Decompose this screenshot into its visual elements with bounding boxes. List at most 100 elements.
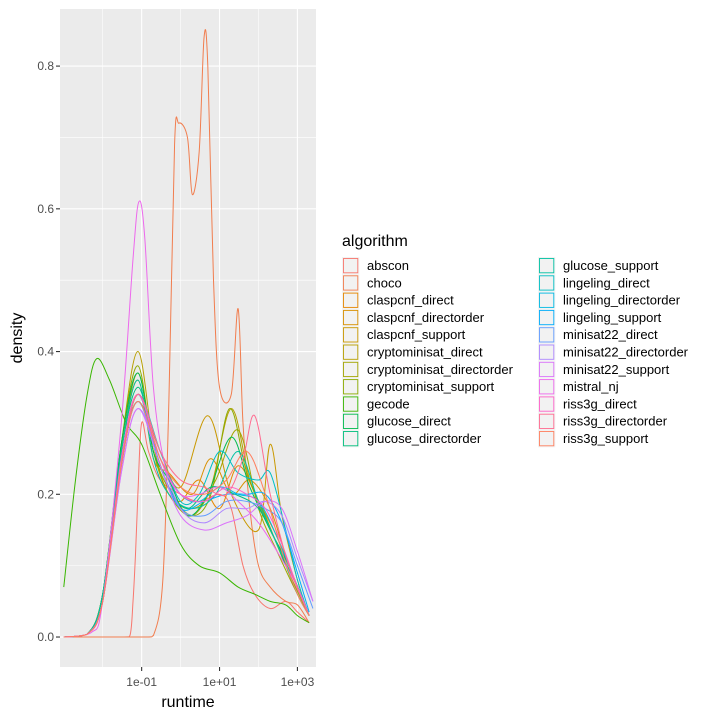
legend-key-background xyxy=(538,274,556,292)
legend-item-claspcnf_direct: claspcnf_direct xyxy=(342,291,454,309)
y-tick-label: 0.4 xyxy=(37,345,54,359)
legend-key-background xyxy=(538,395,556,413)
legend-item-riss3g_directorder: riss3g_directorder xyxy=(538,412,668,430)
legend-item-claspcnf_support: claspcnf_support xyxy=(342,326,466,344)
legend-label: lingeling_support xyxy=(563,310,662,325)
legend-key xyxy=(343,379,359,395)
legend-key xyxy=(539,275,555,291)
density-line-mistral_nj xyxy=(63,200,310,638)
legend-label: glucose_direct xyxy=(367,414,451,429)
legend-item-gecode: gecode xyxy=(342,395,410,413)
grid-minor xyxy=(60,9,316,667)
legend-label: choco xyxy=(367,275,402,290)
legend-key-background xyxy=(342,274,360,292)
legend-key xyxy=(539,258,555,274)
legend-key xyxy=(539,309,555,326)
legend-label: minisat22_direct xyxy=(563,327,658,342)
legend-key xyxy=(343,396,359,412)
legend-key-background xyxy=(538,291,556,309)
legend-key xyxy=(539,327,555,343)
legend-label: glucose_support xyxy=(563,258,659,273)
legend-label: riss3g_directorder xyxy=(563,414,668,429)
legend-item-cryptominisat_support: cryptominisat_support xyxy=(342,378,495,396)
legend-key xyxy=(539,431,555,447)
legend-key xyxy=(539,292,555,308)
legend-key-background xyxy=(538,326,556,344)
legend-key-background xyxy=(342,343,360,361)
legend-key-background xyxy=(538,343,556,361)
legend-label: claspcnf_direct xyxy=(367,293,454,308)
legend-key xyxy=(343,413,359,429)
legend-label: mistral_nj xyxy=(563,379,619,394)
legend-title: algorithm xyxy=(342,233,408,250)
legend-key xyxy=(343,258,359,274)
legend-item-glucose_directorder: glucose_directorder xyxy=(342,430,482,448)
legend-label: claspcnf_directorder xyxy=(367,310,485,325)
density-line-riss3g_support xyxy=(63,401,310,638)
legend-key-background xyxy=(342,326,360,344)
x-axis-title: runtime xyxy=(161,694,214,711)
legend-key-background xyxy=(342,291,360,309)
legend-item-minisat22_support: minisat22_support xyxy=(538,360,670,379)
legend-key-background xyxy=(342,360,360,379)
x-axis: 1e-01 1e+01 1e+03 xyxy=(126,667,315,689)
legend-key-background xyxy=(342,430,360,448)
legend-key xyxy=(343,344,359,360)
legend-label: lingeling_directorder xyxy=(563,293,681,308)
legend-key xyxy=(539,379,555,395)
legend-label: minisat22_support xyxy=(563,362,670,377)
legend-key-background xyxy=(538,257,556,275)
legend-label: claspcnf_support xyxy=(367,327,466,342)
legend-item-cryptominisat_directorder: cryptominisat_directorder xyxy=(342,360,514,379)
legend-key xyxy=(343,361,359,378)
legend-key xyxy=(539,413,555,429)
legend-key-background xyxy=(342,308,360,327)
y-axis-title: density xyxy=(9,313,26,364)
y-axis: 0.0 0.2 0.4 0.6 0.8 xyxy=(37,59,60,644)
x-tick-label: 1e+03 xyxy=(281,675,315,689)
density-lines xyxy=(63,29,314,638)
legend-key xyxy=(343,292,359,308)
legend-key-background xyxy=(538,412,556,430)
legend-item-minisat22_directorder: minisat22_directorder xyxy=(538,343,689,361)
legend-item-lingeling_directorder: lingeling_directorder xyxy=(538,291,681,309)
legend-key-background xyxy=(342,378,360,396)
legend-item-riss3g_support: riss3g_support xyxy=(538,430,649,448)
legend-label: cryptominisat_directorder xyxy=(367,362,514,377)
legend-key xyxy=(539,344,555,360)
legend-item-glucose_support: glucose_support xyxy=(538,257,659,275)
legend-label: riss3g_support xyxy=(563,431,649,446)
plot-panel xyxy=(60,9,316,667)
legend-item-minisat22_direct: minisat22_direct xyxy=(538,326,658,344)
legend-label: abscon xyxy=(367,258,409,273)
legend-key-background xyxy=(538,308,556,327)
legend-key xyxy=(539,396,555,412)
legend-key xyxy=(343,309,359,326)
legend-label: cryptominisat_support xyxy=(367,379,495,394)
legend-key-background xyxy=(538,360,556,379)
legend-item-mistral_nj: mistral_nj xyxy=(538,378,619,396)
legend-key-background xyxy=(538,430,556,448)
legend-item-abscon: abscon xyxy=(342,257,409,275)
legend-label: cryptominisat_direct xyxy=(367,345,483,360)
legend-item-cryptominisat_direct: cryptominisat_direct xyxy=(342,343,483,361)
legend-item-lingeling_support: lingeling_support xyxy=(538,308,662,327)
legend-key xyxy=(539,361,555,378)
legend-label: gecode xyxy=(367,396,410,411)
y-tick-label: 0.6 xyxy=(37,202,54,216)
legend-label: riss3g_direct xyxy=(563,396,637,411)
legend-item-glucose_direct: glucose_direct xyxy=(342,412,451,430)
legend-key-background xyxy=(342,257,360,275)
legend-label: glucose_directorder xyxy=(367,431,482,446)
density-line-choco xyxy=(63,29,310,638)
legend-key xyxy=(343,327,359,343)
legend-label: lingeling_direct xyxy=(563,275,650,290)
x-tick-label: 1e-01 xyxy=(126,675,157,689)
density-line-gecode xyxy=(63,357,310,624)
legend-key-background xyxy=(538,378,556,396)
y-tick-label: 0.2 xyxy=(37,487,54,501)
legend: algorithm abscon choco claspcnf_directclas… xyxy=(342,233,689,448)
legend-key xyxy=(343,431,359,447)
y-tick-label: 0.0 xyxy=(37,630,54,644)
